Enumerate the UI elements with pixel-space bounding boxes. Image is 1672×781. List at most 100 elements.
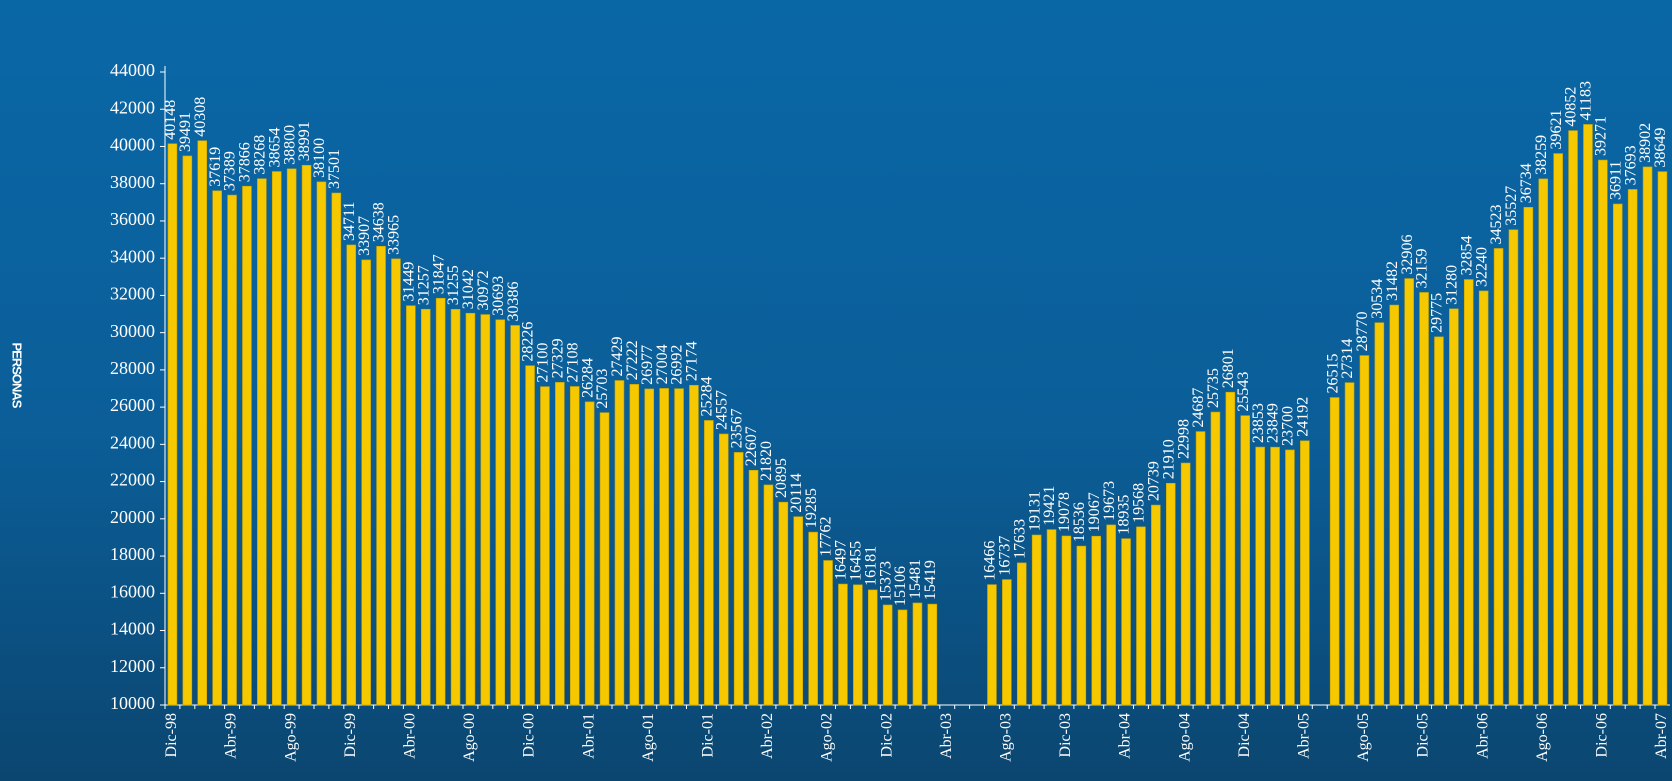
value-label: 41183 bbox=[1578, 81, 1595, 120]
bar bbox=[420, 308, 431, 706]
bar bbox=[644, 388, 655, 706]
bar bbox=[1225, 391, 1236, 706]
value-label: 19421 bbox=[1041, 486, 1058, 526]
bar bbox=[1463, 279, 1474, 706]
value-label: 20114 bbox=[788, 473, 805, 512]
bar bbox=[1627, 189, 1638, 706]
value-label: 26284 bbox=[579, 358, 596, 398]
value-label: 33965 bbox=[386, 215, 403, 255]
y-tick-label: 26000 bbox=[110, 395, 155, 415]
bar bbox=[212, 190, 222, 706]
bar bbox=[540, 386, 550, 706]
value-label: 25543 bbox=[1235, 372, 1252, 412]
bar bbox=[1046, 529, 1057, 706]
x-tick-label: Ago-01 bbox=[640, 713, 657, 762]
bar bbox=[838, 583, 848, 706]
value-label: 26515 bbox=[1324, 354, 1341, 394]
bar bbox=[346, 244, 357, 706]
value-label: 19673 bbox=[1101, 481, 1118, 521]
y-tick-label: 32000 bbox=[110, 284, 155, 304]
value-label: 18536 bbox=[1071, 502, 1088, 542]
bar bbox=[391, 258, 401, 706]
value-label: 38902 bbox=[1637, 123, 1654, 163]
value-label: 24687 bbox=[1190, 388, 1207, 428]
bar bbox=[316, 181, 327, 706]
bar bbox=[1061, 535, 1072, 706]
value-label: 34638 bbox=[371, 202, 388, 242]
bar bbox=[1359, 355, 1370, 706]
x-tick-label: Abr-07 bbox=[1653, 713, 1670, 759]
y-tick-label: 30000 bbox=[110, 321, 155, 341]
value-label: 16497 bbox=[833, 540, 850, 580]
x-tick-label: Ago-00 bbox=[461, 713, 478, 762]
bar bbox=[242, 185, 252, 706]
value-label: 31257 bbox=[415, 265, 432, 305]
value-label: 24192 bbox=[1295, 397, 1312, 437]
bar bbox=[1195, 431, 1206, 706]
bar bbox=[1642, 166, 1653, 706]
bar bbox=[1508, 229, 1519, 706]
bar bbox=[1583, 124, 1593, 706]
x-tick-label: Abr-04 bbox=[1117, 713, 1134, 759]
value-label: 30534 bbox=[1369, 279, 1386, 319]
value-label: 39621 bbox=[1548, 110, 1565, 150]
x-tick-label: Ago-05 bbox=[1355, 713, 1372, 762]
value-label: 35527 bbox=[1503, 186, 1520, 226]
value-label: 36734 bbox=[1518, 163, 1535, 203]
y-tick-label: 44000 bbox=[110, 60, 155, 80]
x-tick-label: Ago-04 bbox=[1176, 713, 1193, 762]
bar bbox=[1091, 535, 1102, 706]
value-label: 15373 bbox=[877, 561, 894, 601]
x-tick-label: Dic-06 bbox=[1594, 713, 1611, 757]
x-tick-label: Ago-02 bbox=[819, 713, 836, 762]
value-label: 26801 bbox=[1220, 348, 1237, 388]
bar bbox=[331, 192, 342, 706]
bar bbox=[1300, 440, 1310, 706]
bar bbox=[480, 314, 491, 706]
value-label: 36911 bbox=[1607, 161, 1624, 200]
bar bbox=[659, 388, 669, 706]
value-label: 18935 bbox=[1116, 495, 1133, 535]
bar bbox=[1121, 538, 1131, 706]
bar bbox=[1493, 248, 1504, 706]
value-label: 19568 bbox=[1131, 483, 1148, 523]
value-label: 31449 bbox=[401, 262, 418, 302]
y-tick-label: 12000 bbox=[110, 656, 155, 676]
value-label: 20895 bbox=[773, 458, 790, 498]
bar bbox=[1419, 292, 1429, 706]
value-label: 21820 bbox=[758, 441, 775, 481]
value-label: 37501 bbox=[326, 149, 343, 189]
value-label: 34523 bbox=[1488, 204, 1505, 244]
value-label: 17633 bbox=[1011, 519, 1028, 559]
bar bbox=[1568, 130, 1578, 706]
value-label: 15106 bbox=[892, 566, 909, 606]
bar bbox=[1002, 579, 1012, 706]
value-label: 27100 bbox=[535, 343, 552, 383]
bar bbox=[1344, 382, 1355, 706]
bar bbox=[674, 388, 684, 706]
y-tick-label: 36000 bbox=[110, 209, 155, 229]
bar bbox=[689, 384, 699, 706]
bar bbox=[435, 297, 446, 706]
bar bbox=[286, 168, 297, 706]
bar bbox=[1136, 526, 1146, 706]
value-label: 31847 bbox=[430, 254, 447, 294]
value-label: 19067 bbox=[1086, 492, 1103, 532]
value-label: 30386 bbox=[505, 281, 522, 321]
value-label: 19131 bbox=[1026, 491, 1043, 531]
bar bbox=[1255, 446, 1265, 706]
x-tick-label: Ago-06 bbox=[1534, 713, 1551, 762]
bar bbox=[718, 433, 729, 706]
bar bbox=[867, 589, 878, 706]
y-tick-label: 18000 bbox=[110, 544, 155, 564]
value-label: 32240 bbox=[1473, 247, 1490, 287]
x-tick-label: Dic-01 bbox=[700, 713, 717, 757]
x-tick-label: Abr-06 bbox=[1474, 713, 1491, 759]
value-label: 38268 bbox=[252, 135, 269, 175]
value-label: 37866 bbox=[237, 142, 254, 182]
value-label: 17762 bbox=[818, 516, 835, 556]
value-label: 16455 bbox=[848, 541, 865, 581]
bar bbox=[823, 560, 833, 706]
y-tick-label: 14000 bbox=[110, 619, 155, 639]
